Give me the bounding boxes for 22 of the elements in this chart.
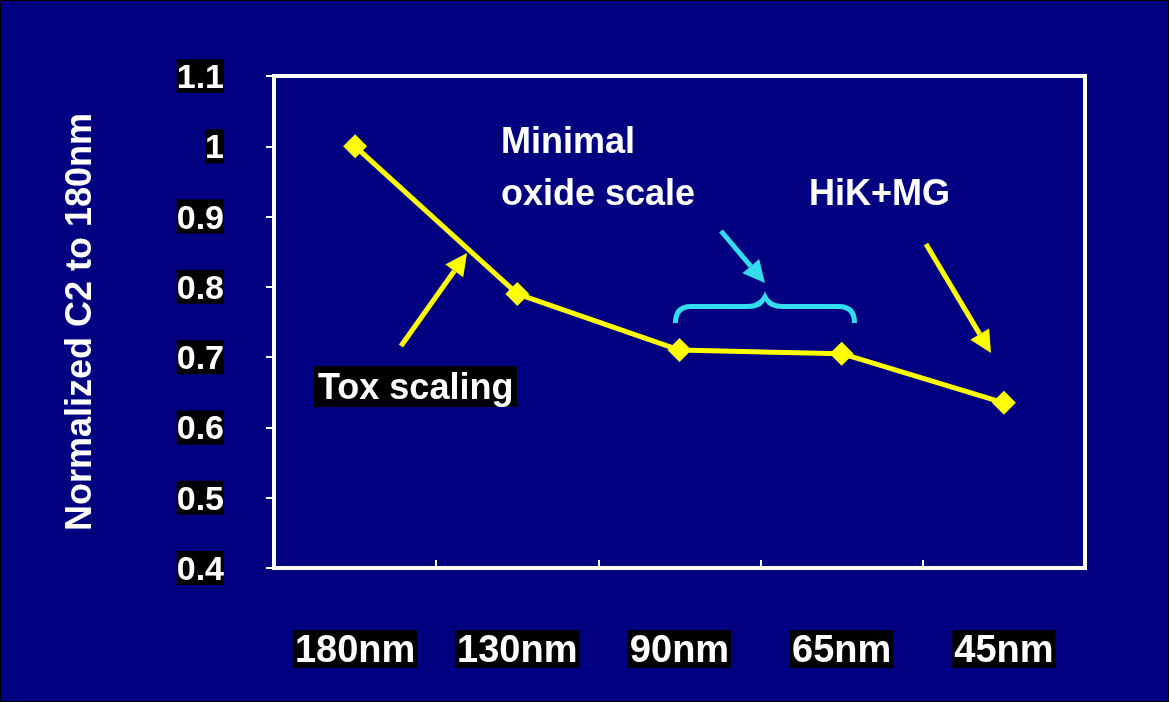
annotation: HiK+MG [809, 172, 951, 213]
y-tick-label: 0.9 [176, 197, 224, 236]
y-tick-label: 0.5 [176, 478, 224, 517]
y-axis-title: Normalized C2 to 180nm [57, 112, 99, 532]
annotation: Tox scaling [314, 366, 518, 407]
point [505, 281, 530, 306]
y-tick-label: 1.1 [176, 57, 224, 95]
y-tick-label: 0.6 [176, 408, 224, 447]
x-tick-label: 65nm [792, 628, 892, 670]
y-tick-label: 0.7 [176, 338, 224, 377]
annotation: Minimal oxide scale [501, 120, 696, 213]
x-tick-label: 45nm [954, 628, 1054, 670]
x-tick-label: 130nm [457, 628, 578, 670]
y-tick-label: 0.4 [176, 549, 225, 587]
y-tick-label: 1 [205, 127, 224, 166]
point [991, 390, 1016, 415]
x-tick-label: 180nm [294, 628, 416, 670]
x-tick-label: 90nm [629, 628, 730, 670]
y-tick-label: 0.8 [176, 267, 224, 306]
point [343, 134, 368, 159]
point [829, 341, 854, 366]
point [667, 338, 692, 363]
